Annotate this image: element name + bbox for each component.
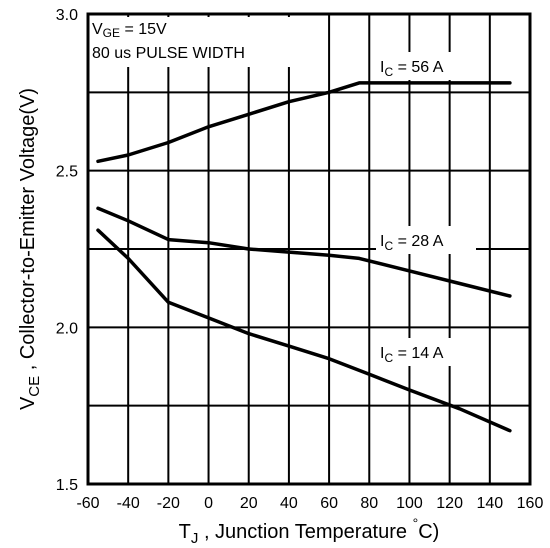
annotation-pulse-width: 80 us PULSE WIDTH — [92, 45, 245, 62]
curve-label-56a: IC = 56 A — [380, 59, 444, 79]
x-tick-label: -60 — [76, 495, 99, 512]
x-tick-label: 60 — [320, 495, 338, 512]
x-tick-label: 100 — [396, 495, 423, 512]
x-tick-label: 20 — [240, 495, 258, 512]
x-tick-label: -20 — [157, 495, 180, 512]
plot-frame — [86, 12, 532, 486]
curve-label-14a: IC = 14 A — [380, 345, 444, 365]
x-axis-title: TJ , Junction Temperature °C) — [179, 515, 440, 547]
y-tick-label: 2.0 — [56, 320, 78, 337]
curve-label-background — [376, 338, 476, 366]
annotation-background — [90, 17, 292, 67]
x-tick-label: 140 — [476, 495, 503, 512]
curve-56a — [96, 81, 512, 164]
x-tick-label: 120 — [436, 495, 463, 512]
curves — [96, 81, 512, 433]
curve-14a — [96, 228, 512, 433]
annotation-vge-main: V — [92, 21, 103, 38]
curve-label-28a: IC = 28 A — [380, 233, 444, 253]
x-tick-label: 160 — [517, 495, 544, 512]
x-tick-label: -40 — [117, 495, 140, 512]
y-tick-label: 2.5 — [56, 164, 78, 181]
x-tick-label: 40 — [280, 495, 298, 512]
y-tick-labels: 1.5 2.0 2.5 3.0 — [56, 7, 78, 494]
annotation-vge: VGE = 15V — [92, 21, 167, 40]
y-tick-label: 3.0 — [56, 7, 78, 24]
annotation-vge-rest: = 15V — [120, 21, 167, 38]
grid — [88, 14, 530, 484]
x-tick-labels: -60 -40 -20 0 20 40 60 80 100 120 140 160 — [76, 495, 543, 512]
y-axis-title: VCE , Collector-to-Emitter Voltage(V) — [17, 88, 43, 410]
curve-label-background — [376, 52, 476, 80]
curve-28a — [96, 206, 512, 298]
curve-label-background — [376, 226, 476, 254]
x-tick-label: 0 — [204, 495, 213, 512]
y-tick-label: 1.5 — [56, 477, 78, 494]
x-tick-label: 80 — [360, 495, 378, 512]
annotation-vge-sub: GE — [103, 26, 120, 40]
